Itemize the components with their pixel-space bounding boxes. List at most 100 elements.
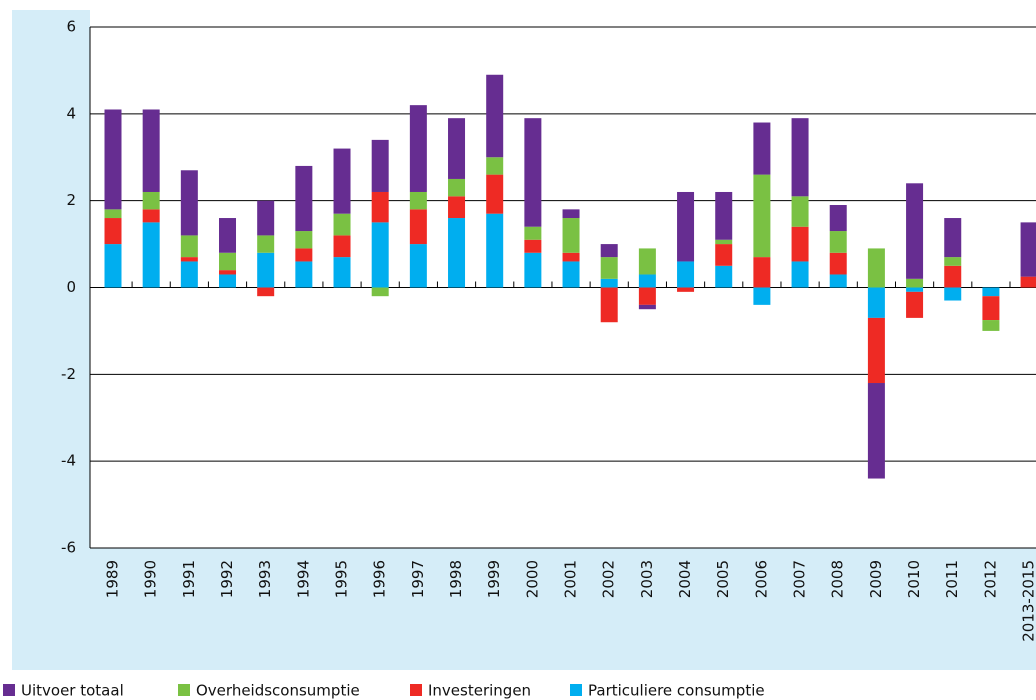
y-tick-label: -6 xyxy=(61,539,76,557)
bar-segment xyxy=(638,287,656,305)
x-tick-label: 1991 xyxy=(180,560,198,598)
bar-segment xyxy=(829,231,847,253)
x-tick-label: 2004 xyxy=(676,560,694,598)
x-tick-label: 1997 xyxy=(409,560,427,598)
bar-segment xyxy=(524,118,542,227)
bar-segment xyxy=(944,218,962,258)
x-tick-label: 2013-2015 xyxy=(1020,560,1036,642)
bar-segment xyxy=(371,287,389,297)
bar-segment xyxy=(180,170,198,236)
bar-segment xyxy=(295,261,313,288)
x-tick-label: 2001 xyxy=(562,560,580,598)
bar-segment xyxy=(371,222,389,288)
bar-segment xyxy=(448,196,466,219)
x-tick-label: 2012 xyxy=(981,560,999,598)
bar-segment xyxy=(524,239,542,253)
legend-label: Uitvoer totaal xyxy=(21,682,124,700)
bar-segment xyxy=(180,257,198,262)
x-tick-label: 2002 xyxy=(600,560,618,598)
bar-segment xyxy=(753,287,771,305)
x-tick-label: 1999 xyxy=(485,560,503,598)
x-tick-label: 1995 xyxy=(333,560,351,598)
bar-segment xyxy=(677,287,695,292)
bar-segment xyxy=(219,218,237,253)
bar-segment xyxy=(1020,222,1036,277)
bar-segment xyxy=(257,287,275,297)
bar-segment xyxy=(867,383,885,479)
y-tick-label: -2 xyxy=(61,365,76,383)
bar-segment xyxy=(906,287,924,292)
bar-segment xyxy=(333,235,351,258)
x-tick-label: 2010 xyxy=(905,560,923,598)
bar-segment xyxy=(715,244,733,266)
bar-segment xyxy=(867,287,885,318)
x-tick-label: 2008 xyxy=(829,560,847,598)
bar-segment xyxy=(524,252,542,288)
x-tick-label: 2009 xyxy=(867,560,885,598)
bar-segment xyxy=(600,244,618,258)
bar-segment xyxy=(257,200,275,236)
bar-segment xyxy=(295,248,313,262)
bar-segment xyxy=(677,191,695,262)
bar-segment xyxy=(409,209,427,245)
bar-segment xyxy=(638,248,656,275)
bar-segment xyxy=(600,278,618,288)
bar-segment xyxy=(104,244,122,288)
bar-segment xyxy=(715,191,733,240)
legend-swatch xyxy=(3,684,15,696)
bar-segment xyxy=(257,252,275,288)
x-tick-label: 2011 xyxy=(943,560,961,598)
bar-segment xyxy=(944,265,962,288)
bar-segment xyxy=(715,265,733,288)
bar-segment xyxy=(906,291,924,318)
bar-segment xyxy=(409,244,427,288)
y-tick-label: 4 xyxy=(66,104,76,122)
bar-segment xyxy=(906,183,924,279)
y-tick-label: 6 xyxy=(66,18,76,36)
bar-segment xyxy=(409,105,427,192)
bar-segment xyxy=(638,304,656,310)
y-tick-label: -4 xyxy=(61,452,76,470)
x-tick-label: 1990 xyxy=(142,560,160,598)
bar-segment xyxy=(944,287,962,301)
x-tick-label: 2005 xyxy=(714,560,732,598)
bar-segment xyxy=(791,261,809,288)
x-tick-label: 2007 xyxy=(791,560,809,598)
bar-segment xyxy=(219,270,237,275)
bar-segment xyxy=(753,122,771,175)
bar-segment xyxy=(486,74,504,158)
bar-segment xyxy=(829,252,847,275)
legend-swatch xyxy=(410,684,422,696)
bar-segment xyxy=(448,178,466,197)
bar-segment xyxy=(715,239,733,245)
bar-segment xyxy=(677,261,695,288)
x-tick-label: 2003 xyxy=(638,560,656,598)
x-tick-label: 2006 xyxy=(752,560,770,598)
bar-segment xyxy=(867,317,885,384)
bar-segment xyxy=(829,274,847,288)
bar-segment xyxy=(562,261,580,288)
bar-segment xyxy=(982,320,1000,331)
bar-segment xyxy=(982,287,1000,297)
x-tick-label: 1993 xyxy=(256,560,274,598)
bar-segment xyxy=(295,165,313,232)
bar-segment xyxy=(142,222,160,288)
x-tick-label: 1989 xyxy=(104,560,122,598)
bar-segment xyxy=(600,257,618,279)
bar-segment xyxy=(486,157,504,175)
legend-swatch xyxy=(570,684,582,696)
bar-segment xyxy=(486,174,504,214)
legend-swatch xyxy=(178,684,190,696)
bar-segment xyxy=(638,274,656,288)
bar-segment xyxy=(448,218,466,288)
bar-segment xyxy=(333,257,351,288)
bar-segment xyxy=(982,296,1000,321)
bar-segment xyxy=(371,191,389,223)
bar-segment xyxy=(219,252,237,271)
bar-segment xyxy=(524,226,542,240)
y-tick-label: 0 xyxy=(66,278,76,296)
x-tick-label: 1996 xyxy=(371,560,389,598)
x-tick-label: 1992 xyxy=(218,560,236,598)
bar-segment xyxy=(791,196,809,227)
